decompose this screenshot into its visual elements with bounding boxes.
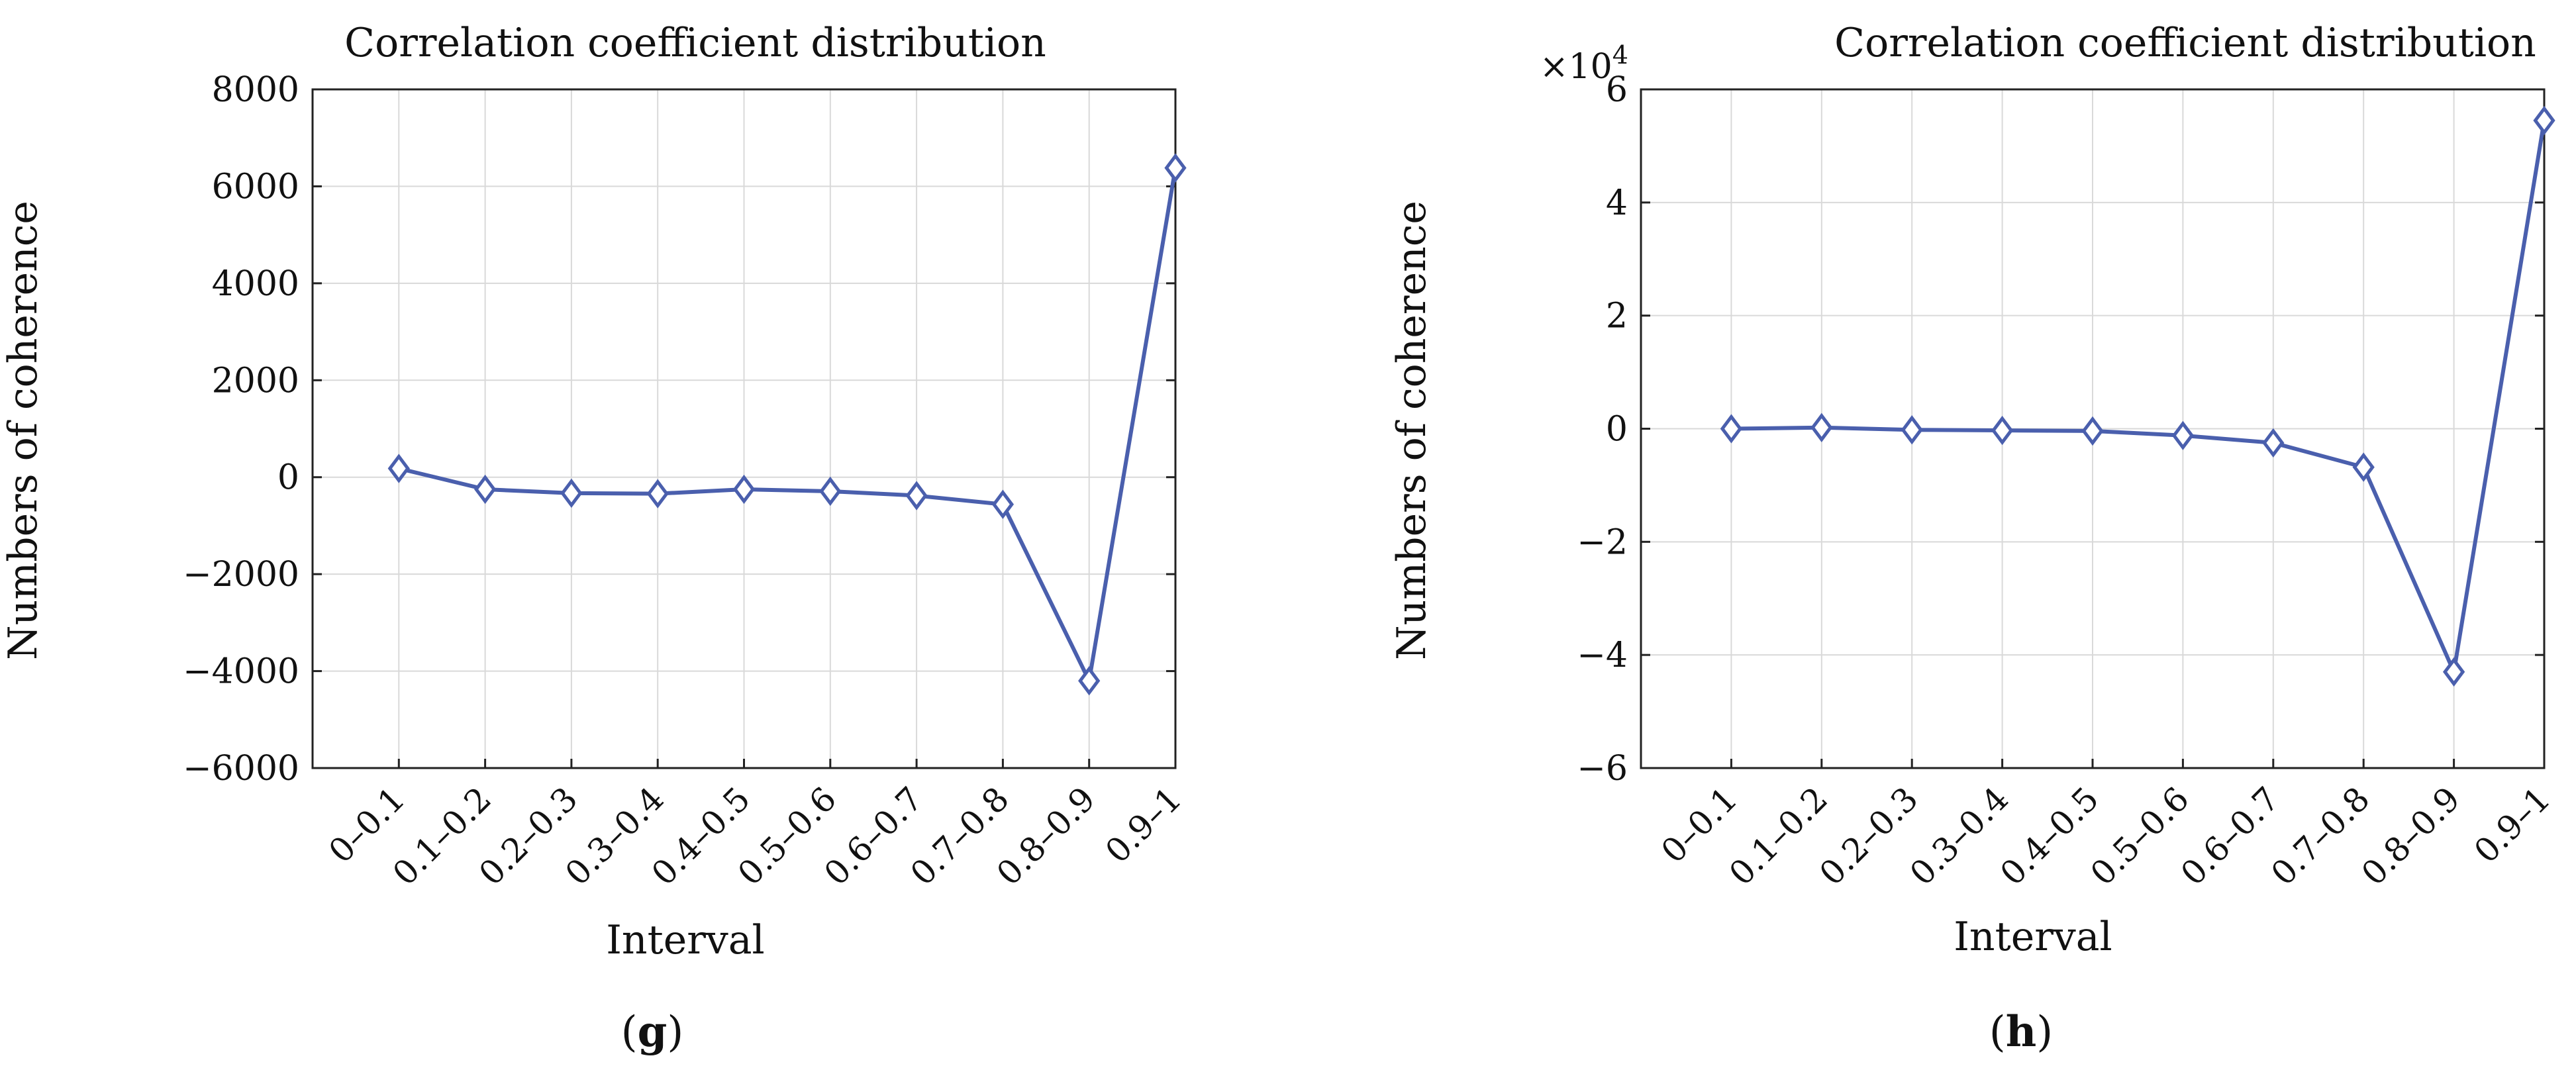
data-point-marker <box>2171 420 2195 450</box>
data-point-marker <box>905 481 928 510</box>
data-point-marker <box>1720 414 1743 444</box>
data-point-marker <box>991 489 1015 519</box>
x-tick-label: 0.9–1 <box>1098 779 1189 870</box>
series-line <box>398 168 1177 687</box>
caption-letter: h <box>2006 1007 2037 1057</box>
data-point-marker <box>560 478 583 509</box>
data-point-marker <box>1901 415 1923 445</box>
data-point-marker <box>819 476 842 507</box>
data-point-marker <box>1991 415 2014 446</box>
panel-caption: (g) <box>621 1007 684 1057</box>
caption-open: ( <box>1989 1008 2006 1057</box>
x-tick-label: 0.9–1 <box>2467 779 2557 870</box>
caption-letter: g <box>638 1007 668 1057</box>
data-point-marker <box>2352 452 2375 482</box>
x-tick-label: 0.5–0.6 <box>2083 779 2197 893</box>
x-tick-label: 0.7–0.8 <box>2264 779 2377 893</box>
caption-open: ( <box>621 1008 638 1057</box>
caption-close: ) <box>667 1008 683 1057</box>
data-point-marker <box>732 474 756 505</box>
chart-panel-g: −6000−4000−2000020004000600080000–0.10.1… <box>0 20 1189 1057</box>
data-point-marker <box>473 474 497 505</box>
x-tick-label: 0.3–0.4 <box>1903 779 2016 893</box>
data-point-marker <box>2081 416 2104 446</box>
x-axis-label: Interval <box>1954 914 2112 960</box>
data-point-marker <box>387 454 410 483</box>
x-tick-label: 0.1–0.2 <box>1722 779 1835 893</box>
data-point-marker <box>646 479 669 509</box>
y-tick-label: −4000 <box>183 652 299 692</box>
chart-title: Correlation coefficient distribution <box>1834 20 2536 66</box>
y-tick-label: 4000 <box>212 264 299 304</box>
data-point-marker <box>1164 153 1187 183</box>
y-tick-label: 6000 <box>212 167 299 207</box>
y-tick-label: 8000 <box>212 70 299 110</box>
data-point-marker <box>2533 105 2555 136</box>
y-tick-label: 4 <box>1606 183 1628 223</box>
data-point-marker <box>2262 428 2285 458</box>
y-tick-label: 6 <box>1606 70 1628 110</box>
x-tick-label: 0.8–0.9 <box>989 779 1103 893</box>
x-tick-label: 0.2–0.3 <box>1812 779 1926 893</box>
x-tick-label: 0.4–0.5 <box>1993 779 2106 893</box>
x-axis-label: Interval <box>606 917 765 963</box>
caption-close: ) <box>2036 1008 2053 1057</box>
panel-caption: (h) <box>1989 1007 2053 1057</box>
data-point-marker <box>1810 412 1833 442</box>
y-tick-label: 2 <box>1606 297 1628 336</box>
y-tick-label: −2000 <box>183 555 299 595</box>
data-point-marker <box>1078 666 1101 696</box>
y-tick-label: −2 <box>1577 522 1628 562</box>
y-exponent-power: 4 <box>1612 40 1628 70</box>
x-tick-label: 0.8–0.9 <box>2354 779 2467 893</box>
y-tick-label: −4 <box>1577 636 1628 675</box>
data-point-marker <box>2442 657 2465 687</box>
y-tick-label: 0 <box>1606 410 1628 450</box>
y-axis-label: Numbers of coherence <box>0 201 46 660</box>
chart-title: Correlation coefficient distribution <box>344 20 1046 66</box>
y-axis-label: Numbers of coherence <box>1389 201 1435 660</box>
x-tick-label: 0.6–0.7 <box>2173 779 2287 893</box>
series-line <box>1731 120 2546 679</box>
y-tick-label: 0 <box>277 458 299 498</box>
y-tick-label: −6 <box>1577 749 1628 789</box>
chart-panel-h: −6−4−202460–0.10.1–0.20.2–0.30.3–0.40.4–… <box>1389 20 2557 1057</box>
y-tick-label: −6000 <box>183 749 299 789</box>
y-tick-label: 2000 <box>212 361 299 401</box>
